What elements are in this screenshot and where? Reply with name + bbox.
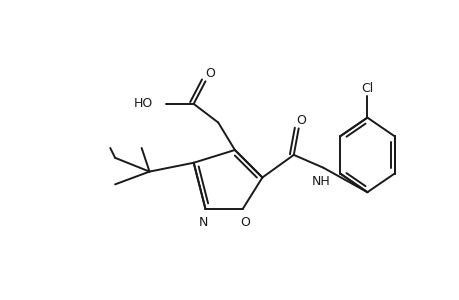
Text: O: O (205, 67, 215, 80)
Text: O: O (239, 216, 249, 229)
Text: HO: HO (134, 98, 153, 110)
Text: O: O (296, 114, 306, 127)
Text: Cl: Cl (360, 82, 373, 95)
Text: N: N (198, 216, 208, 229)
Text: NH: NH (311, 175, 330, 188)
